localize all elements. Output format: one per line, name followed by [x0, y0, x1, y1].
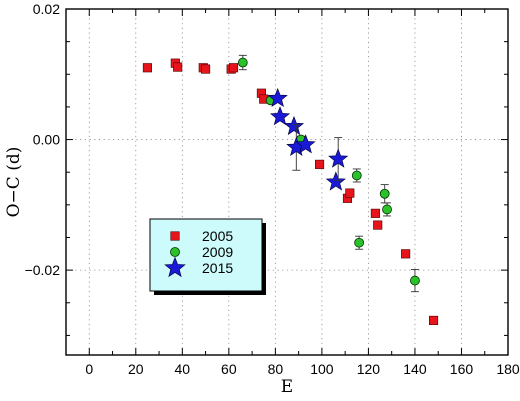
data-point-square	[228, 63, 239, 73]
data-point-star	[328, 148, 349, 168]
x-tick-label: 140	[403, 361, 427, 377]
y-tick-label: 0.02	[33, 1, 60, 17]
x-tick-label: 80	[268, 361, 284, 377]
data-point-square	[373, 220, 383, 230]
x-tick-label: 160	[450, 361, 474, 377]
plot-frame	[65, 8, 509, 356]
data-point-square	[429, 315, 439, 325]
y-tick-label: 0.00	[33, 132, 60, 148]
x-tick-label: 120	[357, 361, 381, 377]
tick-labels: 0 20 40 60 80 100 120 140 160 180 0.02 0.00 −0.02	[25, 1, 520, 377]
grid-lines	[66, 9, 508, 355]
y-axis-label: O−C (d)	[4, 147, 24, 218]
data-point-circle	[379, 188, 390, 199]
legend-box	[149, 218, 263, 292]
x-axis-label: E	[281, 377, 293, 397]
series-2015	[267, 87, 349, 191]
legend-label: 2015	[202, 260, 233, 276]
legend-marker-circle	[170, 247, 180, 257]
data-point-circle	[354, 237, 365, 248]
legend-marker-star	[164, 256, 186, 278]
data-point-circle	[382, 204, 392, 215]
data-point-square	[173, 62, 183, 72]
data-point-square	[142, 63, 152, 73]
data-point-circle	[351, 170, 362, 181]
data-point-circle	[410, 275, 420, 286]
data-point-square	[315, 159, 325, 169]
data-point-square	[401, 249, 411, 259]
axis-ticks	[65, 8, 509, 355]
x-tick-label: 180	[496, 361, 520, 377]
x-tick-label: 20	[128, 361, 144, 377]
data-points	[142, 54, 439, 325]
legend-label: 2005	[202, 228, 233, 244]
data-point-square	[201, 64, 211, 74]
data-point-star	[283, 115, 305, 136]
x-tick-label: 60	[221, 361, 237, 377]
x-tick-label: 40	[175, 361, 191, 377]
series-2009	[237, 54, 420, 293]
data-point-star	[269, 106, 291, 126]
legend-marker-square	[170, 231, 180, 241]
data-point-star	[267, 87, 288, 108]
y-tick-label: −0.02	[25, 262, 61, 278]
legend-label: 2009	[202, 244, 233, 260]
data-point-star	[295, 134, 316, 154]
data-point-circle	[237, 57, 248, 68]
data-point-square	[370, 208, 380, 218]
x-tick-label: 0	[85, 361, 93, 377]
x-tick-label: 100	[310, 361, 334, 377]
series-2005	[142, 58, 439, 325]
data-point-square	[345, 188, 355, 198]
